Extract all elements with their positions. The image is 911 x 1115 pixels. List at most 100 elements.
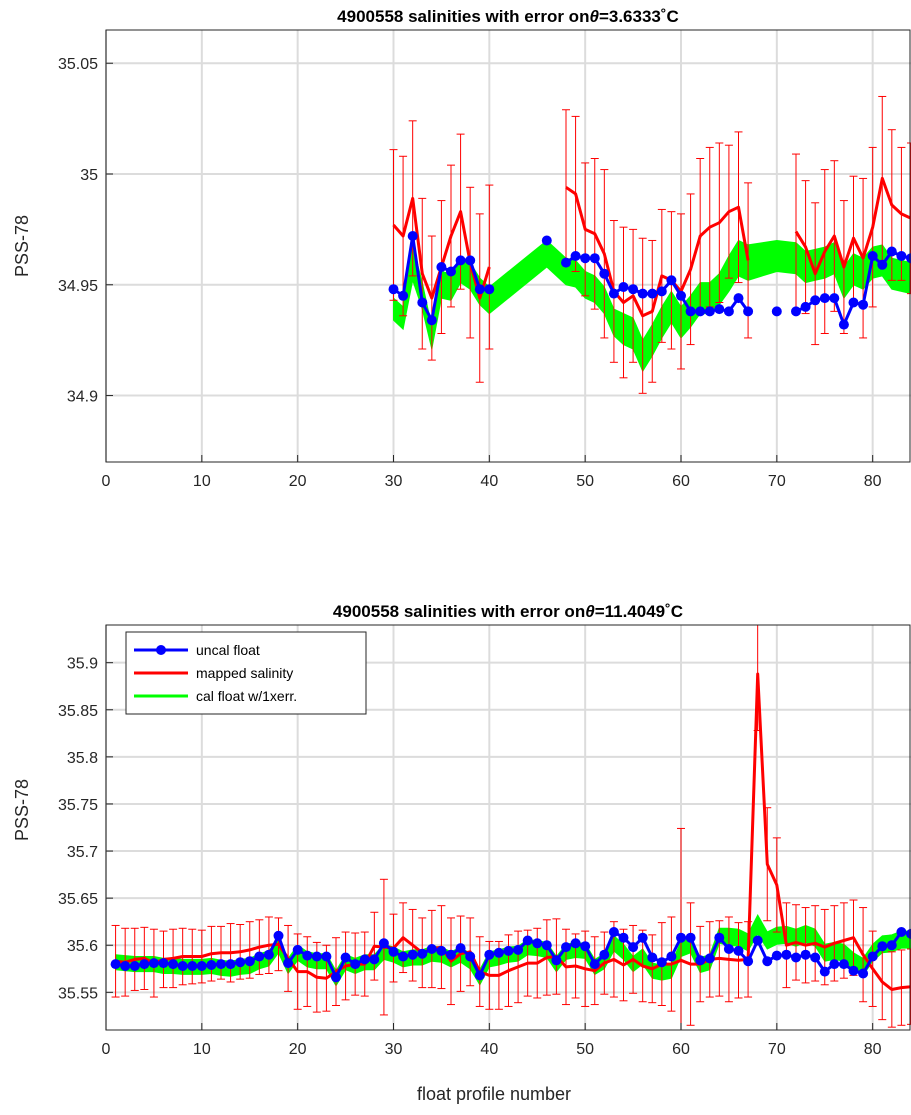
top-uncal-point [637,288,648,299]
bottom-xtick-label: 0 [102,1041,111,1058]
bottom-uncal-point [647,952,658,963]
bottom-uncal-point [781,949,792,960]
bottom-uncal-point [465,951,476,962]
top-uncal-point [877,259,888,270]
bottom-uncal-point [666,951,677,962]
bottom-uncal-point [158,958,169,969]
bottom-uncal-point [628,942,639,953]
bottom-ytick-label: 35.7 [67,844,98,861]
top-xtick-label: 0 [102,473,111,490]
bottom-uncal-point [589,959,600,970]
top-chart-cal-band [393,239,911,373]
top-uncal-point [407,231,418,241]
bottom-chart-ticks: 0 10 20 30 40 50 60 70 80 35.55 35.6 35.65 35.7 35.75… [58,656,882,1058]
top-chart-grid [105,30,911,462]
bottom-uncal-point [369,954,380,965]
bottom-uncal-point [656,957,667,968]
bottom-uncal-point [618,932,629,943]
top-chart-points [388,231,911,330]
top-uncal-point [474,284,485,295]
bottom-uncal-point [810,952,821,963]
top-cal-band-area [393,239,911,373]
top-chart-ylabel: PSS-78 [12,215,32,277]
bottom-uncal-point [359,954,370,965]
top-mapped-line [794,176,911,276]
bottom-uncal-point [110,959,121,970]
top-xtick-label: 60 [672,473,690,490]
top-uncal-point [771,306,782,317]
top-uncal-point [446,266,456,277]
top-xtick-label: 30 [385,473,403,490]
top-uncal-point [867,251,878,261]
top-xtick-label: 50 [576,473,594,490]
top-uncal-point [743,306,754,317]
top-uncal-point [676,290,686,301]
bottom-uncal-point [311,951,322,962]
top-uncal-point [417,297,428,308]
bottom-chart-lines [115,672,911,991]
bottom-uncal-point [637,932,648,943]
legend-mapped-label: mapped salinity [196,665,293,681]
top-chart-ticks: 0 10 20 30 40 50 60 70 80 34.9 34.95 35 35.05 [58,56,882,490]
bottom-uncal-point [829,959,840,970]
bottom-uncal-point [695,955,706,966]
bottom-chart-panel: 4900558 salinities with error onθ=11.404… [12,602,911,1104]
bottom-uncal-point [417,948,428,959]
bottom-ytick-label: 35.65 [58,891,98,908]
top-xtick-label: 40 [480,473,498,490]
bottom-uncal-point [723,944,734,954]
bottom-uncal-point [388,946,399,957]
bottom-xtick-label: 20 [289,1041,307,1058]
bottom-uncal-point [599,949,610,960]
top-ytick-label: 35 [80,167,98,184]
bottom-uncal-point [685,932,696,943]
top-uncal-point [436,262,447,272]
top-uncal-point [810,295,821,306]
top-uncal-point [666,275,677,286]
bottom-xtick-label: 70 [768,1041,786,1058]
bottom-uncal-point [541,940,552,951]
bottom-xtick-label: 60 [672,1041,690,1058]
bottom-xtick-label: 40 [480,1041,498,1058]
top-xtick-label: 10 [193,473,211,490]
top-uncal-point [580,253,591,264]
bottom-uncal-point [340,952,351,963]
bottom-uncal-point [283,958,294,969]
bottom-chart-xlabel: float profile number [417,1084,571,1104]
bottom-uncal-point [398,951,409,962]
bottom-chart-points [110,927,911,983]
top-uncal-point [896,251,907,261]
bottom-uncal-point [436,945,447,956]
bottom-uncal-point [378,938,389,949]
bottom-axes-box [105,624,911,1031]
top-uncal-point [819,293,830,304]
top-chart-title-value: =3.6333˚C [599,7,679,26]
top-uncal-point [848,297,859,308]
top-uncal-point [685,306,696,317]
bottom-uncal-point [474,970,485,981]
bottom-chart-legend: uncal float mapped salinity cal float w/… [125,631,367,715]
bottom-uncal-point [896,927,907,937]
bottom-uncal-point [263,949,274,960]
bottom-uncal-point [551,955,562,966]
bottom-uncal-point [714,932,725,943]
bottom-ytick-label: 35.6 [67,938,98,955]
top-uncal-point [886,246,897,257]
top-uncal-point [858,299,869,310]
bottom-ytick-label: 35.8 [67,750,98,767]
bottom-uncal-point [532,938,543,949]
bottom-uncal-point [608,927,619,937]
bottom-uncal-point [292,944,303,955]
legend-uncal-label: uncal float [196,642,260,658]
bottom-uncal-point [771,950,782,961]
top-uncal-point [388,284,399,295]
bottom-uncal-point [225,959,236,970]
top-uncal-point [647,288,658,299]
bottom-uncal-point [752,935,763,946]
bottom-uncal-point [129,961,140,971]
bottom-uncal-point [244,956,255,967]
top-uncal-point [608,288,619,299]
bottom-ytick-label: 35.9 [67,656,98,673]
bottom-chart-title-theta: θ [585,602,595,621]
